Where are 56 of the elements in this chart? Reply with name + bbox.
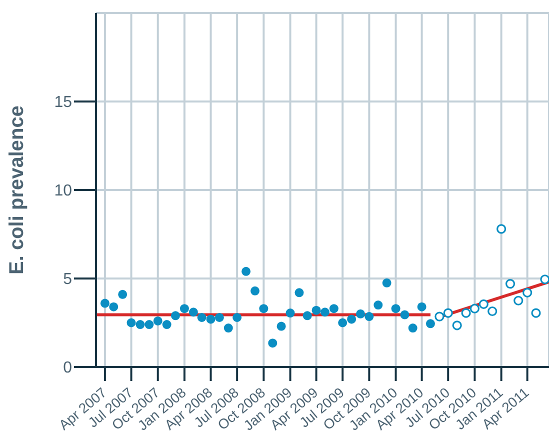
point bbox=[347, 314, 356, 324]
point bbox=[522, 288, 532, 298]
point bbox=[312, 306, 321, 315]
point bbox=[126, 318, 136, 328]
y-tick-label: 10 bbox=[54, 182, 72, 200]
point bbox=[382, 278, 392, 288]
point bbox=[302, 311, 312, 320]
point bbox=[171, 311, 180, 320]
point bbox=[356, 309, 366, 318]
point bbox=[109, 302, 118, 312]
point bbox=[162, 320, 172, 330]
point bbox=[496, 224, 506, 234]
point bbox=[470, 304, 480, 314]
point bbox=[374, 300, 383, 310]
point bbox=[320, 308, 330, 317]
point bbox=[514, 296, 524, 306]
y-tick-label: 0 bbox=[63, 360, 72, 377]
point bbox=[100, 298, 110, 308]
point bbox=[417, 302, 426, 312]
point bbox=[286, 308, 295, 318]
point bbox=[259, 304, 268, 314]
point bbox=[242, 266, 251, 276]
point bbox=[488, 306, 498, 316]
point bbox=[338, 318, 348, 328]
point bbox=[206, 314, 216, 324]
point bbox=[531, 308, 541, 318]
point bbox=[118, 290, 128, 299]
point bbox=[268, 338, 278, 348]
y-axis-title: E. coli prevalence bbox=[6, 106, 28, 274]
y-tick-label: 5 bbox=[63, 271, 72, 288]
point bbox=[478, 299, 488, 309]
point bbox=[276, 322, 286, 331]
point bbox=[505, 279, 516, 289]
point bbox=[180, 304, 189, 314]
point bbox=[232, 312, 242, 322]
point bbox=[188, 308, 198, 317]
point bbox=[408, 324, 418, 333]
point bbox=[461, 308, 471, 318]
point bbox=[214, 312, 224, 322]
point bbox=[434, 312, 444, 322]
point bbox=[443, 308, 453, 318]
point bbox=[364, 312, 374, 322]
point bbox=[452, 320, 462, 330]
point bbox=[540, 274, 549, 284]
point bbox=[250, 286, 260, 296]
point bbox=[144, 320, 154, 330]
point bbox=[391, 304, 400, 314]
point bbox=[197, 312, 206, 322]
point bbox=[400, 310, 410, 320]
point bbox=[153, 316, 162, 326]
point bbox=[294, 288, 304, 298]
point bbox=[136, 320, 145, 330]
point bbox=[329, 304, 338, 314]
point bbox=[224, 324, 233, 333]
point bbox=[426, 319, 435, 328]
y-tick-label: 15 bbox=[54, 94, 72, 112]
